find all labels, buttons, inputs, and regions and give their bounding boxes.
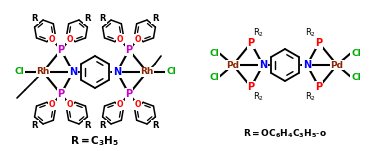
Text: Cl: Cl	[209, 48, 219, 58]
Text: Cl: Cl	[14, 67, 24, 77]
Text: O: O	[135, 35, 141, 44]
Text: P: P	[126, 45, 133, 55]
Text: O: O	[135, 100, 141, 109]
Text: R: R	[152, 121, 159, 130]
Text: O: O	[117, 100, 123, 109]
Text: $\mathrm{R_2}$: $\mathrm{R_2}$	[305, 27, 317, 39]
Text: Rh: Rh	[140, 67, 154, 77]
Text: R: R	[31, 121, 38, 130]
Text: O: O	[67, 35, 73, 44]
Text: R: R	[100, 121, 106, 130]
Text: O: O	[117, 35, 123, 44]
Text: Pd: Pd	[331, 61, 343, 69]
Text: P: P	[57, 89, 64, 99]
Text: Cl: Cl	[209, 72, 219, 82]
Text: $\mathrm{R_2}$: $\mathrm{R_2}$	[305, 91, 317, 103]
Text: R: R	[84, 121, 90, 130]
Text: R: R	[100, 14, 106, 23]
Text: Cl: Cl	[351, 72, 361, 82]
Text: N: N	[69, 67, 77, 77]
Text: Pd: Pd	[227, 61, 239, 69]
Text: O: O	[49, 100, 55, 109]
Text: $\bf{R = C_3H_5}$: $\bf{R = C_3H_5}$	[70, 134, 120, 148]
Text: N: N	[303, 60, 311, 70]
Text: Rh: Rh	[36, 67, 50, 77]
Text: P: P	[247, 82, 254, 92]
Text: $\mathrm{R_2}$: $\mathrm{R_2}$	[253, 27, 265, 39]
Text: P: P	[126, 89, 133, 99]
Text: N: N	[113, 67, 121, 77]
Text: Cl: Cl	[166, 67, 176, 77]
Text: O: O	[67, 100, 73, 109]
Text: $\mathrm{R_2}$: $\mathrm{R_2}$	[253, 91, 265, 103]
Text: R: R	[84, 14, 90, 23]
Text: P: P	[316, 38, 323, 48]
Text: O: O	[49, 35, 55, 44]
Text: R: R	[152, 14, 159, 23]
Text: P: P	[316, 82, 323, 92]
Text: $\bf{R = OC_6H_4C_3H_5\text{-}o}$: $\bf{R = OC_6H_4C_3H_5\text{-}o}$	[243, 127, 327, 140]
Text: Cl: Cl	[351, 48, 361, 58]
Text: P: P	[247, 38, 254, 48]
Text: N: N	[259, 60, 267, 70]
Text: R: R	[31, 14, 38, 23]
Text: P: P	[57, 45, 64, 55]
